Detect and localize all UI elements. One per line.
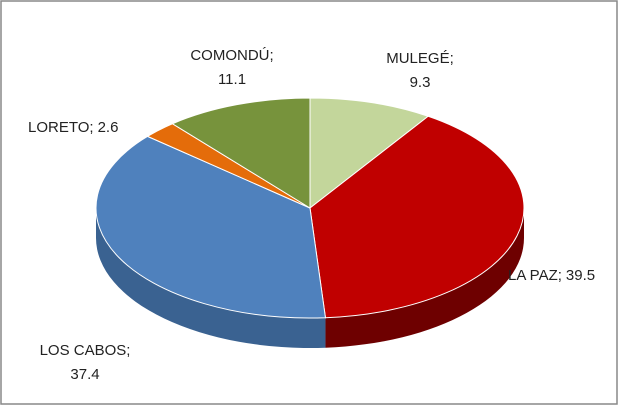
slice [309, 97, 430, 210]
label-separator: ; [270, 47, 274, 64]
data-label: LORETO; 2.6 [28, 119, 118, 136]
label-category: LORETO [28, 119, 89, 136]
label-value: 37.4 [70, 366, 99, 383]
label-separator: ; [126, 342, 130, 359]
label-value: 39.5 [566, 267, 595, 284]
label-separator: ; [450, 50, 454, 67]
label-value: 2.6 [98, 119, 119, 136]
label-category: LA PAZ [508, 267, 558, 284]
slice [171, 97, 311, 209]
slice-side [325, 208, 524, 348]
label-value: 11.1 [218, 71, 246, 88]
label-category: LOS CABOS [40, 342, 127, 359]
label-category: MULEGÉ [386, 50, 449, 67]
label-category: COMONDÚ [190, 47, 269, 64]
slice [309, 115, 525, 319]
label-separator: ; [558, 267, 562, 284]
data-label: COMONDÚ; 11.1 [190, 47, 273, 88]
slice [95, 135, 327, 319]
data-label: LA PAZ; 39.5 [508, 267, 595, 284]
data-label: MULEGÉ; 9.3 [386, 50, 454, 91]
data-label: LOS CABOS; 37.4 [40, 342, 131, 383]
label-separator: ; [89, 119, 93, 136]
slice-side [96, 208, 326, 348]
label-value: 9.3 [410, 74, 431, 91]
